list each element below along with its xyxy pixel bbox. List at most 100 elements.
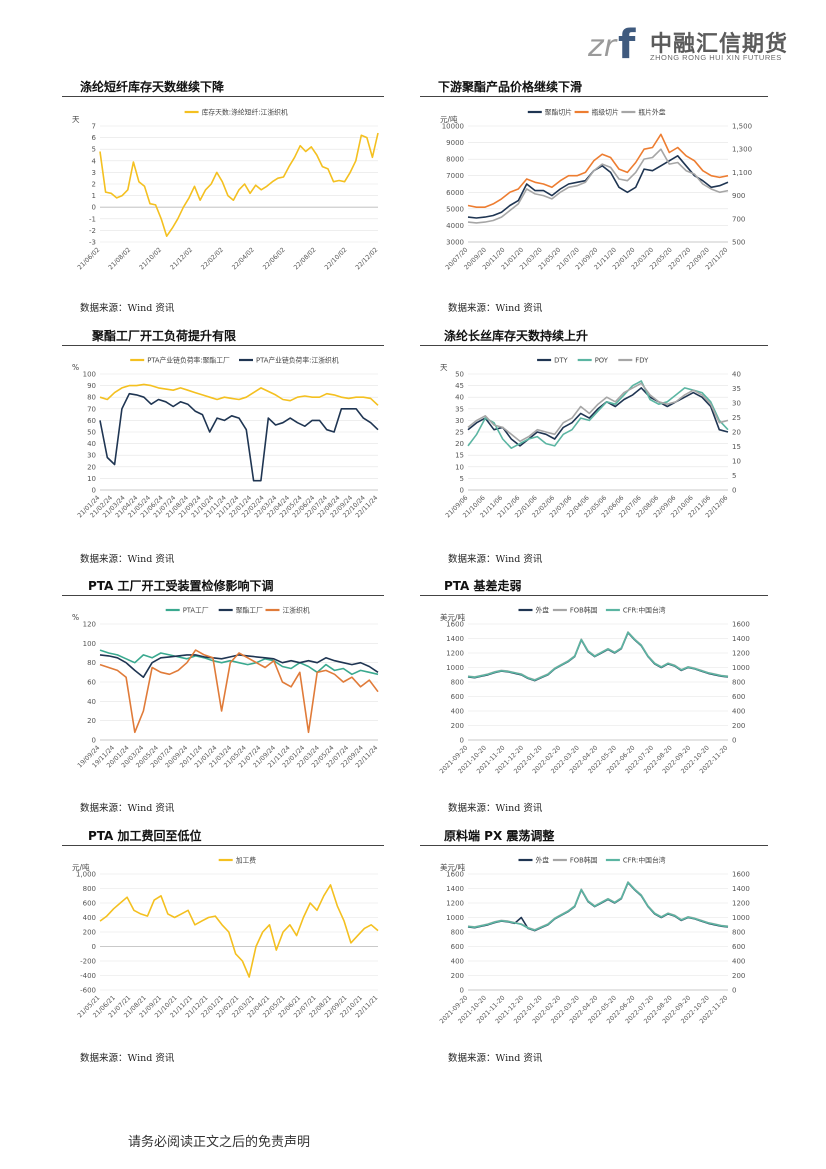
y-right-tick-label: 5 bbox=[732, 472, 736, 480]
chart-source-4: 数据来源：Wind 资讯 bbox=[448, 554, 543, 565]
y-tick-label: 9000 bbox=[446, 139, 464, 147]
y-tick-label: 1 bbox=[92, 192, 96, 200]
y-right-tick-label: 1400 bbox=[732, 635, 750, 643]
y-tick-label: 1000 bbox=[446, 664, 464, 672]
y-tick-label: 70 bbox=[87, 405, 96, 413]
chart-source-8: 数据来源：Wind 资讯 bbox=[448, 1053, 543, 1064]
y-tick-label: 50 bbox=[87, 429, 96, 437]
series-line-2 bbox=[467, 881, 729, 931]
legend-label-3: CFR:中国台湾 bbox=[623, 856, 666, 865]
chart-source-3: 数据来源：Wind 资讯 bbox=[80, 554, 175, 565]
chart-8: 美元/吨 0 200 400 600 800 1000 1200 1400 1600 0 200 400… bbox=[439, 856, 750, 1026]
title-divider-4 bbox=[420, 345, 768, 346]
logo-english-name: ZHONG RONG HUI XIN FUTURES bbox=[650, 53, 782, 62]
series-line-3 bbox=[467, 148, 729, 224]
y-right-tick-label: 30 bbox=[732, 400, 741, 408]
x-tick-label: 22/04/02 bbox=[231, 246, 256, 271]
y-right-tick-label: 1000 bbox=[732, 914, 750, 922]
chart-title-2: 下游聚酯产品价格继续下滑 bbox=[438, 80, 583, 94]
chart-3: %010203040506070809010021/01/2421/02/242… bbox=[72, 356, 379, 520]
y-right-tick-label: 1,300 bbox=[732, 146, 752, 154]
y-tick-label: 6000 bbox=[446, 189, 464, 197]
y-tick-label: -1 bbox=[89, 215, 96, 223]
legend-label-1: PTA工厂 bbox=[183, 607, 209, 615]
legend-label-3: FDY bbox=[635, 357, 649, 365]
series-line-1 bbox=[99, 132, 379, 237]
x-tick-label: 22/10/02 bbox=[324, 246, 349, 271]
y-axis-unit: 元/吨 bbox=[440, 114, 458, 124]
chart-title-3: 聚酯工厂开工负荷提升有限 bbox=[92, 329, 237, 343]
y-tick-label: 60 bbox=[87, 679, 96, 687]
svg-text:zr: zr bbox=[588, 29, 618, 64]
chart-source-1: 数据来源：Wind 资讯 bbox=[80, 303, 175, 314]
x-tick-label: 21/08/02 bbox=[107, 246, 132, 271]
y-right-tick-label: 600 bbox=[732, 693, 745, 701]
y-right-tick-label: 0 bbox=[732, 737, 736, 745]
series-line-2 bbox=[99, 654, 379, 678]
y-tick-label: 20 bbox=[87, 717, 96, 725]
y-right-tick-label: 1400 bbox=[732, 885, 750, 893]
y-right-tick-label: 400 bbox=[732, 958, 745, 966]
y-tick-label: -2 bbox=[89, 227, 96, 235]
legend-label-1: PTA产业链负荷率:聚酯工厂 bbox=[147, 356, 230, 365]
y-right-tick-label: 500 bbox=[732, 239, 745, 247]
legend-label-2: FOB韩国 bbox=[570, 606, 598, 615]
y-tick-label: 0 bbox=[460, 737, 464, 745]
title-divider-8 bbox=[420, 845, 768, 846]
series-line-3 bbox=[467, 631, 729, 681]
y-right-tick-label: 200 bbox=[732, 972, 745, 980]
chart-title-1: 涤纶短纤库存天数继续下降 bbox=[80, 80, 225, 94]
disclaimer-footer: 请务必阅读正文之后的免责声明 bbox=[128, 1135, 311, 1150]
y-tick-label: -600 bbox=[80, 987, 96, 995]
y-tick-label: 200 bbox=[83, 929, 96, 937]
series-line-3 bbox=[99, 649, 379, 734]
y-tick-label: 0 bbox=[460, 987, 464, 995]
y-tick-label: -200 bbox=[80, 958, 96, 966]
y-tick-label: 200 bbox=[451, 972, 464, 980]
y-tick-label: 15 bbox=[455, 452, 464, 460]
series-line-1 bbox=[99, 649, 379, 676]
y-right-tick-label: 10 bbox=[732, 458, 741, 466]
y-tick-label: 25 bbox=[455, 429, 464, 437]
y-right-tick-label: 800 bbox=[732, 679, 745, 687]
y-axis-unit: 美元/吨 bbox=[440, 612, 466, 622]
legend-label-1: 加工费 bbox=[236, 856, 257, 865]
y-tick-label: 45 bbox=[455, 382, 464, 390]
title-divider-2 bbox=[420, 96, 768, 97]
y-tick-label: 1400 bbox=[446, 885, 464, 893]
y-tick-label: 10000 bbox=[442, 123, 464, 131]
y-tick-label: 30 bbox=[455, 417, 464, 425]
chart-5: %02040608010012019/09/2419/11/2420/01/24… bbox=[72, 606, 379, 770]
legend-label-1: 外盘 bbox=[536, 856, 550, 865]
y-tick-label: 0 bbox=[92, 487, 96, 495]
y-right-tick-label: 0 bbox=[732, 487, 736, 495]
y-axis-unit: % bbox=[72, 613, 79, 622]
y-tick-label: 40 bbox=[455, 394, 464, 402]
y-tick-label: 2 bbox=[92, 181, 96, 189]
y-tick-label: 600 bbox=[83, 900, 96, 908]
y-tick-label: 20 bbox=[87, 463, 96, 471]
y-tick-label: 0 bbox=[460, 487, 464, 495]
chart-6: 美元/吨 0 200 400 600 800 1000 1200 1400 1600 0 200 400… bbox=[439, 606, 750, 776]
x-tick-label: 22/02/02 bbox=[200, 246, 225, 271]
chart-7: 元/吨-600-400-20002004006008001,00021/05/2… bbox=[72, 856, 379, 1020]
logo-chinese-name: 中融汇信期货 bbox=[650, 32, 789, 57]
series-line-2 bbox=[99, 392, 379, 482]
title-divider-6 bbox=[420, 595, 768, 596]
legend-label-1: DTY bbox=[554, 357, 568, 365]
chart-source-7: 数据来源：Wind 资讯 bbox=[80, 1053, 175, 1064]
y-tick-label: 3000 bbox=[446, 239, 464, 247]
chart-4: 天05101520253035404550051015202530354021/… bbox=[440, 357, 741, 520]
zrf-logo-icon: zr f bbox=[588, 22, 636, 64]
y-tick-label: 200 bbox=[451, 722, 464, 730]
y-tick-label: 100 bbox=[83, 371, 96, 379]
series-line-2 bbox=[467, 631, 729, 681]
y-tick-label: 400 bbox=[451, 708, 464, 716]
y-tick-label: 4 bbox=[92, 157, 97, 165]
legend-label-3: 瓶片外盘 bbox=[638, 108, 665, 117]
y-right-tick-label: 800 bbox=[732, 929, 745, 937]
y-axis-unit: 天 bbox=[440, 363, 448, 372]
y-tick-label: 3 bbox=[92, 169, 96, 177]
y-tick-label: 7 bbox=[92, 123, 96, 131]
chart-source-6: 数据来源：Wind 资讯 bbox=[448, 803, 543, 814]
